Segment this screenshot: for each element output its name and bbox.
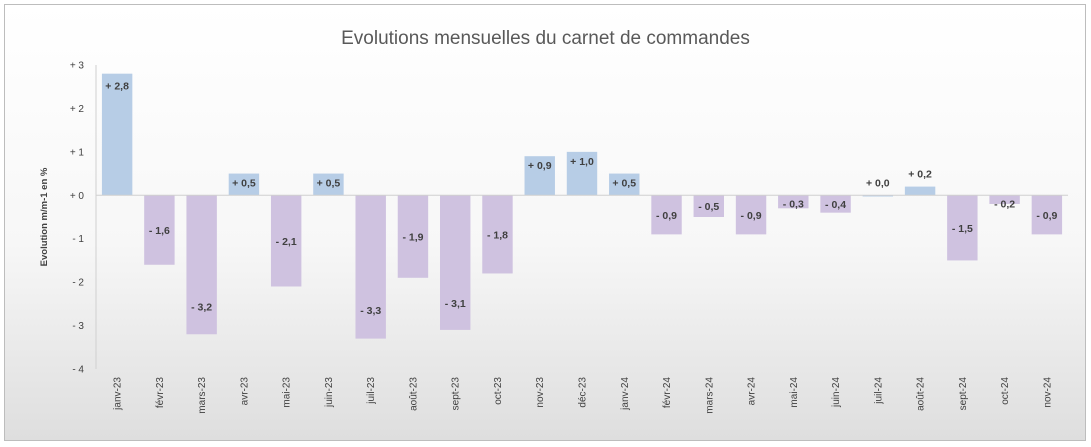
bar (693, 195, 724, 217)
bar (397, 195, 429, 278)
bar (820, 195, 851, 213)
bar (186, 195, 217, 335)
y-tick-label: + 3 (70, 61, 85, 72)
x-tick-label: juin-24 (831, 377, 842, 408)
x-tick-label: mai-24 (789, 377, 800, 408)
data-label: - 0,9 (656, 210, 677, 222)
y-axis-title: Evolution m/m-1 en % (39, 167, 50, 266)
bar (778, 195, 809, 209)
data-label: - 0,9 (741, 210, 762, 222)
data-label: - 1,5 (952, 223, 973, 235)
bar (228, 173, 260, 196)
bar (101, 73, 133, 196)
data-label: - 0,3 (783, 198, 804, 210)
data-label: - 0,9 (1036, 210, 1057, 222)
y-tick-label: + 2 (70, 104, 85, 115)
x-tick-label: mai-23 (282, 377, 293, 408)
x-tick-label: févr-24 (662, 377, 673, 409)
bar (609, 173, 640, 196)
data-label: + 1,0 (570, 156, 594, 168)
x-tick-label: févr-23 (155, 377, 166, 409)
x-tick-label: sept-24 (958, 377, 969, 411)
x-tick-label: nov-23 (535, 377, 546, 408)
x-tick-label: déc-23 (578, 377, 589, 408)
x-tick-label: avr-24 (747, 377, 758, 406)
x-tick-label: mars-23 (197, 377, 208, 414)
chart-title: Evolutions mensuelles du carnet de comma… (341, 28, 750, 49)
data-label: - 1,8 (487, 229, 508, 241)
bar (524, 156, 555, 196)
data-label: + 2,8 (105, 81, 129, 93)
data-label: + 0,2 (908, 169, 932, 181)
bar (904, 186, 936, 196)
data-label: - 2,1 (276, 236, 297, 248)
x-tick-label: avr-23 (239, 377, 250, 406)
data-label: + 0,5 (317, 178, 341, 190)
data-label: + 0,0 (866, 177, 890, 189)
x-tick-label: oct-23 (493, 377, 504, 405)
bar (355, 195, 386, 339)
x-tick-label: juin-23 (324, 377, 335, 408)
data-label: - 3,3 (360, 305, 381, 317)
x-tick-label: nov-24 (1042, 377, 1053, 408)
data-label: - 3,2 (191, 301, 212, 313)
bar (566, 151, 598, 196)
y-tick-label: - 2 (72, 278, 84, 289)
bar (313, 173, 344, 196)
data-label: - 1,6 (149, 225, 170, 237)
data-label: - 0,2 (994, 198, 1015, 210)
x-tick-label: janv-23 (113, 377, 124, 411)
bar (735, 195, 767, 235)
data-label: - 0,5 (698, 201, 719, 213)
data-label: + 0,5 (612, 178, 636, 190)
bar (440, 195, 471, 330)
data-label: + 0,5 (232, 178, 256, 190)
data-label: - 3,1 (445, 298, 466, 310)
y-tick-label: + 0 (70, 191, 85, 202)
bar (862, 195, 894, 197)
x-tick-label: août-24 (916, 377, 927, 411)
y-tick-label: - 1 (72, 234, 84, 245)
bar (482, 195, 513, 274)
bar (651, 195, 682, 235)
x-tick-label: sept-23 (451, 377, 462, 411)
bar (1031, 195, 1063, 235)
x-tick-label: juil-24 (873, 377, 884, 405)
y-tick-label: - 4 (72, 365, 84, 376)
y-tick-label: + 1 (70, 147, 85, 158)
bar (270, 195, 302, 287)
data-label: + 0,9 (528, 160, 552, 172)
x-tick-label: juil-23 (366, 377, 377, 405)
x-tick-label: janv-24 (620, 377, 631, 411)
bar (947, 195, 978, 261)
data-label: - 0,4 (825, 199, 846, 211)
x-tick-label: août-23 (408, 377, 419, 411)
x-tick-label: oct-24 (1000, 377, 1011, 405)
bar (144, 195, 175, 265)
data-label: - 1,9 (402, 232, 423, 244)
chart-frame (4, 4, 1086, 441)
y-tick-label: - 3 (72, 321, 84, 332)
x-tick-label: mars-24 (704, 377, 715, 414)
bar (989, 195, 1020, 204)
